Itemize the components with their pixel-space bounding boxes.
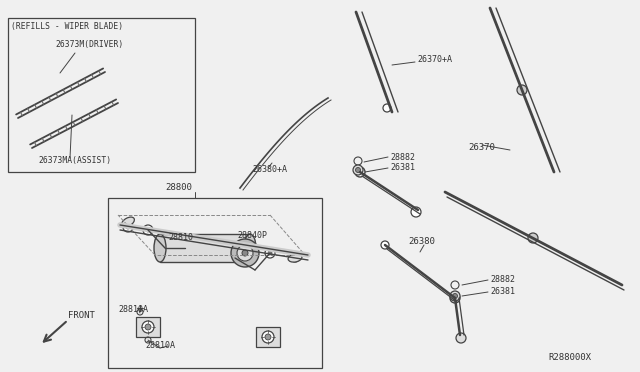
Bar <box>8 18 195 172</box>
Circle shape <box>145 324 151 330</box>
Circle shape <box>355 167 365 177</box>
Circle shape <box>355 167 360 173</box>
Circle shape <box>237 245 253 261</box>
Ellipse shape <box>288 254 302 262</box>
Circle shape <box>265 334 271 340</box>
Text: 26370+A: 26370+A <box>417 55 452 64</box>
Text: 26373MA(ASSIST): 26373MA(ASSIST) <box>38 155 111 164</box>
Text: 28840P: 28840P <box>237 231 267 240</box>
Ellipse shape <box>244 234 256 262</box>
Circle shape <box>231 239 259 267</box>
Text: 26380+A: 26380+A <box>252 166 287 174</box>
Circle shape <box>262 331 274 343</box>
Text: 28882: 28882 <box>490 276 515 285</box>
Ellipse shape <box>154 234 166 262</box>
Text: R288000X: R288000X <box>548 353 591 362</box>
Text: 28800: 28800 <box>165 183 192 192</box>
Circle shape <box>290 252 300 262</box>
Circle shape <box>265 248 275 258</box>
Circle shape <box>450 293 460 303</box>
Circle shape <box>146 228 150 232</box>
Circle shape <box>353 165 363 175</box>
Circle shape <box>383 104 391 112</box>
Circle shape <box>452 294 458 298</box>
Circle shape <box>143 225 153 235</box>
Circle shape <box>293 255 297 259</box>
Circle shape <box>242 250 248 256</box>
Text: 28810: 28810 <box>168 232 193 241</box>
Circle shape <box>411 207 421 217</box>
Bar <box>160 234 250 262</box>
Ellipse shape <box>122 217 134 227</box>
Bar <box>256 327 280 347</box>
Text: 28810A: 28810A <box>118 305 148 314</box>
Circle shape <box>517 85 527 95</box>
Text: FRONT: FRONT <box>68 311 95 321</box>
Text: 26381: 26381 <box>490 288 515 296</box>
Text: 26373M(DRIVER): 26373M(DRIVER) <box>55 41 124 49</box>
Bar <box>136 317 160 337</box>
Circle shape <box>456 333 466 343</box>
Circle shape <box>126 225 130 229</box>
Circle shape <box>381 241 389 249</box>
Circle shape <box>123 222 133 232</box>
Text: 26381: 26381 <box>390 164 415 173</box>
Circle shape <box>528 233 538 243</box>
Text: 26380: 26380 <box>408 237 435 247</box>
Bar <box>108 198 322 368</box>
Circle shape <box>142 321 154 333</box>
Circle shape <box>450 291 460 301</box>
Text: 28810A: 28810A <box>145 340 175 350</box>
Text: (REFILLS - WIPER BLADE): (REFILLS - WIPER BLADE) <box>11 22 123 31</box>
Text: 28882: 28882 <box>390 153 415 161</box>
Circle shape <box>268 251 272 255</box>
Text: 26370: 26370 <box>468 144 495 153</box>
